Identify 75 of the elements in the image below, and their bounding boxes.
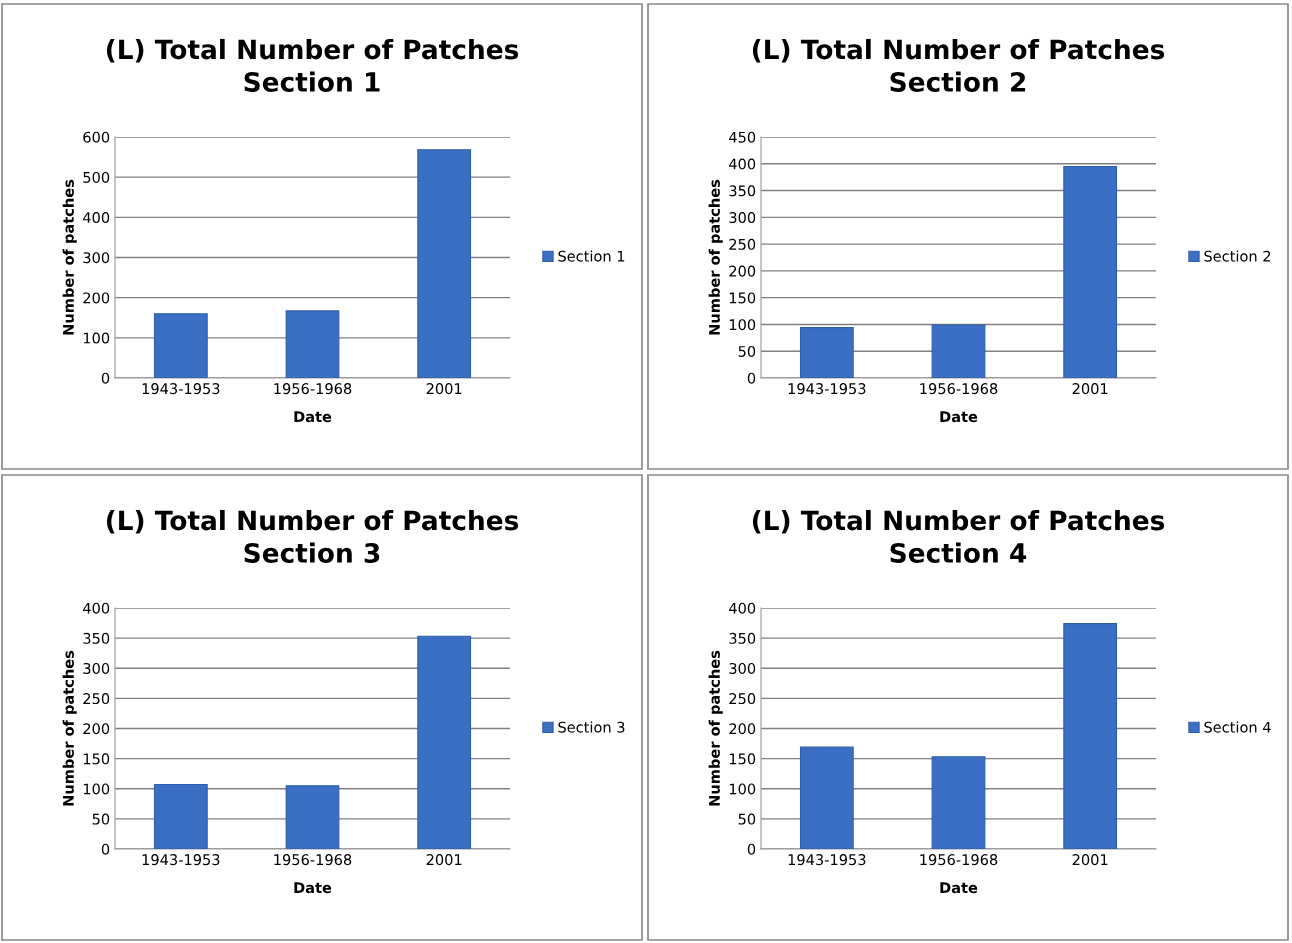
- y-tick-label: 50: [738, 813, 756, 825]
- bar: [153, 783, 208, 849]
- x-tick-label: 1956-1968: [920, 383, 998, 395]
- y-axis-title: Number of patches: [708, 179, 723, 335]
- y-tick-label: 200: [83, 723, 110, 735]
- x-tick-label: 1943-1953: [142, 854, 220, 866]
- y-tick-label: 150: [729, 753, 756, 765]
- y-tick-label: 250: [83, 693, 110, 705]
- y-tick-label: 400: [729, 602, 756, 614]
- x-tick-label: 2001: [1072, 854, 1108, 866]
- x-tick-label: 2001: [426, 383, 462, 395]
- y-axis-title: Number of patches: [62, 650, 77, 806]
- y-tick-label: 600: [83, 131, 110, 143]
- y-tick-label: 0: [101, 843, 110, 855]
- y-tick-label: 100: [83, 332, 110, 344]
- chart-title: (L) Total Number of Patches Section 3: [106, 509, 519, 563]
- y-tick-label: 150: [729, 292, 756, 304]
- legend-label: Section 1: [558, 250, 625, 262]
- x-axis-title: Date: [940, 882, 978, 894]
- bar: [285, 785, 340, 849]
- x-tick-label: 1956-1968: [274, 854, 352, 866]
- x-tick-label: 1943-1953: [142, 383, 220, 395]
- legend-label: Section 4: [1204, 721, 1271, 733]
- x-tick-label: 1943-1953: [788, 854, 866, 866]
- y-tick-label: 0: [747, 843, 756, 855]
- y-tick-label: 400: [729, 158, 756, 170]
- x-tick-label: 1943-1953: [788, 383, 866, 395]
- chart-title: (L) Total Number of Patches Section 1: [106, 38, 519, 92]
- bar: [285, 310, 340, 378]
- y-tick-label: 50: [92, 813, 110, 825]
- y-tick-label: 300: [83, 662, 110, 674]
- y-tick-label: 350: [729, 185, 756, 197]
- y-tick-label: 250: [729, 238, 756, 250]
- bar: [931, 324, 986, 378]
- x-axis-title: Date: [940, 411, 978, 423]
- y-tick-label: 350: [83, 632, 110, 644]
- bar: [417, 149, 472, 378]
- y-tick-label: 300: [729, 662, 756, 674]
- y-tick-label: 500: [83, 171, 110, 183]
- x-tick-label: 1956-1968: [920, 854, 998, 866]
- y-tick-label: 400: [83, 212, 110, 224]
- y-tick-label: 200: [83, 292, 110, 304]
- y-tick-label: 350: [729, 632, 756, 644]
- y-axis-title: Number of patches: [708, 650, 723, 806]
- y-tick-label: 100: [83, 783, 110, 795]
- y-tick-label: 200: [729, 723, 756, 735]
- y-tick-label: 150: [83, 753, 110, 765]
- bar: [799, 327, 854, 378]
- y-tick-label: 250: [729, 693, 756, 705]
- y-tick-label: 450: [729, 131, 756, 143]
- y-axis-title: Number of patches: [62, 179, 77, 335]
- bar: [931, 756, 986, 849]
- y-tick-label: 400: [83, 602, 110, 614]
- chart-title: (L) Total Number of Patches Section 4: [752, 509, 1165, 563]
- y-tick-label: 100: [729, 319, 756, 331]
- legend-label: Section 3: [558, 721, 625, 733]
- y-tick-label: 0: [747, 372, 756, 384]
- bar: [1063, 623, 1118, 849]
- y-tick-label: 0: [101, 372, 110, 384]
- y-tick-label: 300: [83, 252, 110, 264]
- y-tick-label: 200: [729, 265, 756, 277]
- x-tick-label: 2001: [1072, 383, 1108, 395]
- y-tick-label: 300: [729, 212, 756, 224]
- bar: [417, 635, 472, 849]
- x-axis-title: Date: [294, 411, 332, 423]
- y-tick-label: 100: [729, 783, 756, 795]
- legend-label: Section 2: [1204, 250, 1271, 262]
- bar: [799, 746, 854, 849]
- x-axis-title: Date: [294, 882, 332, 894]
- x-tick-label: 2001: [426, 854, 462, 866]
- y-tick-label: 50: [738, 345, 756, 357]
- x-tick-label: 1956-1968: [274, 383, 352, 395]
- bar: [1063, 165, 1118, 378]
- bar: [153, 313, 208, 378]
- chart-title: (L) Total Number of Patches Section 2: [752, 38, 1165, 92]
